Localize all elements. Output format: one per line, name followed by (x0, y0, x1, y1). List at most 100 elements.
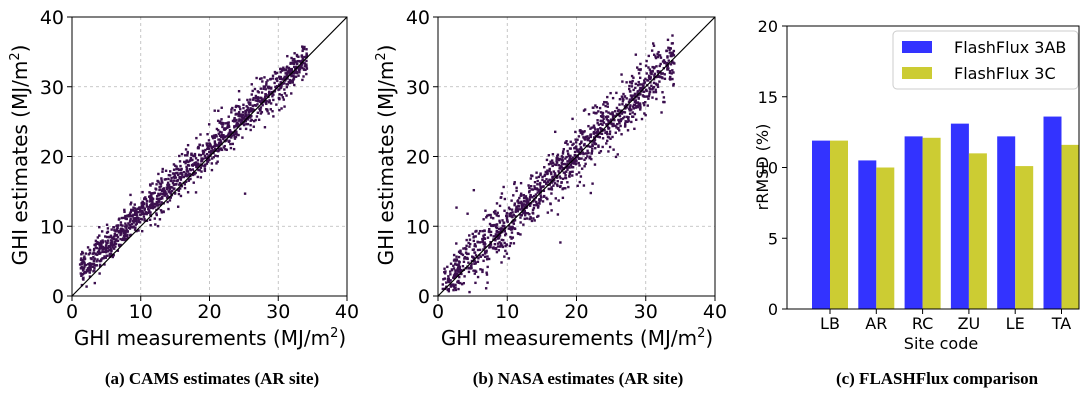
data-point (213, 109, 216, 112)
data-point (639, 106, 642, 109)
data-point (559, 176, 562, 180)
data-point (264, 93, 267, 97)
data-point (81, 272, 85, 276)
data-point (546, 211, 550, 214)
data-point (85, 285, 88, 288)
data-point (529, 194, 532, 197)
data-point (186, 191, 190, 194)
y-tick-label: 20 (758, 17, 778, 36)
legend-label-flashflux-3c: FlashFlux 3C (954, 64, 1056, 83)
data-point (237, 133, 240, 137)
data-point (237, 111, 241, 114)
data-point (471, 232, 474, 236)
data-point (482, 259, 485, 263)
x-tick-label: 10 (495, 301, 519, 323)
data-point (651, 96, 654, 99)
data-point (148, 204, 152, 207)
data-point (289, 73, 293, 77)
data-point (636, 83, 640, 87)
data-point (220, 122, 223, 125)
data-point (108, 245, 112, 249)
data-point (154, 223, 157, 226)
data-point (121, 237, 125, 240)
data-point (94, 239, 98, 243)
data-point (264, 85, 267, 88)
data-point (138, 206, 141, 209)
data-point (115, 224, 119, 227)
data-point (167, 207, 170, 211)
data-point (286, 54, 289, 58)
data-point (156, 200, 160, 203)
data-point (303, 55, 306, 59)
data-point (665, 49, 668, 53)
data-point (226, 123, 230, 127)
data-point (522, 212, 525, 215)
data-point (225, 148, 228, 152)
data-point (239, 127, 242, 131)
data-point (658, 80, 661, 83)
data-point (639, 104, 642, 107)
data-point (463, 256, 467, 259)
data-point (566, 152, 570, 155)
data-point (573, 147, 576, 150)
data-point (539, 172, 542, 175)
data-point (597, 144, 600, 147)
data-point (513, 202, 517, 205)
data-point (476, 260, 480, 264)
data-point (507, 206, 511, 209)
data-point (514, 215, 517, 218)
data-point (614, 114, 617, 118)
x-tick-label: 0 (432, 301, 444, 323)
data-point (482, 234, 485, 237)
data-point (228, 139, 231, 143)
data-point (618, 98, 622, 101)
data-point (98, 248, 101, 251)
data-point (198, 143, 201, 146)
data-point (556, 184, 559, 188)
data-point (79, 272, 83, 275)
data-point (293, 52, 296, 55)
data-point (183, 183, 187, 186)
data-point (629, 98, 632, 102)
data-point (467, 266, 470, 270)
data-point (556, 153, 560, 156)
data-point (566, 168, 569, 171)
data-point (527, 184, 530, 187)
data-point (630, 82, 634, 85)
data-point (523, 214, 527, 217)
data-point (234, 135, 238, 139)
data-point (596, 128, 600, 131)
data-point (80, 265, 83, 269)
data-point (215, 144, 218, 147)
data-point (579, 131, 582, 134)
legend-label-flashflux-3ab: FlashFlux 3AB (954, 38, 1066, 57)
data-point (508, 244, 512, 248)
data-point (672, 71, 675, 74)
data-point (156, 179, 159, 183)
data-point (233, 118, 236, 122)
data-point (218, 134, 222, 137)
data-point (596, 119, 599, 122)
data-point (486, 236, 490, 239)
data-point (594, 147, 597, 150)
data-point (186, 163, 190, 167)
data-point (206, 147, 209, 151)
data-point (268, 99, 271, 102)
data-point (611, 124, 614, 128)
data-point (661, 72, 665, 75)
data-point (667, 46, 670, 49)
data-point (274, 72, 277, 75)
data-point (634, 82, 637, 86)
data-point (145, 202, 148, 205)
data-point (148, 191, 151, 194)
data-point (218, 138, 222, 141)
data-point (601, 115, 604, 119)
data-point (668, 69, 672, 73)
data-point (210, 149, 213, 153)
data-point (305, 67, 309, 70)
data-point (516, 199, 520, 202)
data-point (525, 197, 528, 201)
data-point (284, 72, 287, 75)
data-point (143, 207, 147, 210)
data-point (259, 112, 263, 115)
